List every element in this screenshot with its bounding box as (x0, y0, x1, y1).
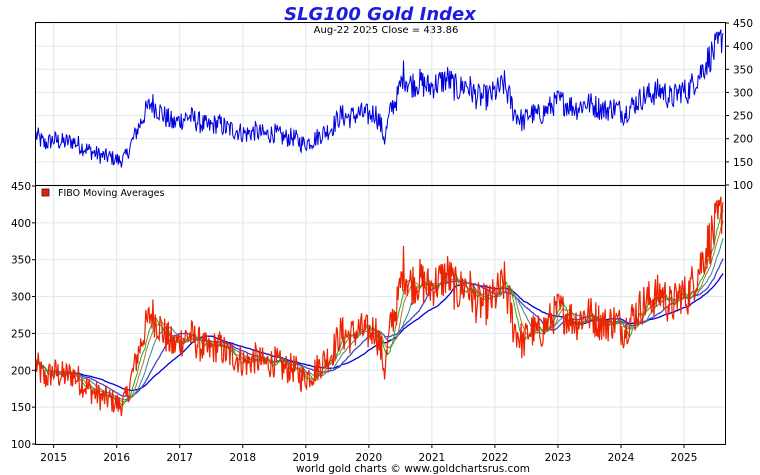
bottom-y-tick-label: 200 (11, 365, 31, 377)
top-y-tick-label: 300 (733, 87, 753, 99)
top-y-tick-label: 250 (733, 111, 753, 123)
bottom-grid (36, 185, 725, 445)
chart-title: SLG100 Gold Index (284, 4, 477, 25)
top-y-tick-label: 350 (733, 64, 753, 76)
x-tick-label: 2024 (608, 452, 635, 464)
x-axis: 2015 2016 2017 2018 2019 2020 2021 2022 2023 2024… (40, 444, 697, 464)
x-tick-label: 2022 (482, 452, 509, 464)
x-tick-label: 2015 (40, 452, 67, 464)
x-tick-label: 2023 (545, 452, 572, 464)
bottom-y-tick-label: 100 (11, 439, 31, 451)
top-panel: 100 150 200 250 300 350 400 450 (35, 18, 753, 192)
legend-label: FIBO Moving Averages (58, 188, 164, 199)
top-y-tick-label: 100 (733, 180, 753, 192)
x-tick-label: 2021 (419, 452, 446, 464)
top-series-group (35, 29, 724, 168)
top-grid (36, 22, 725, 186)
bottom-y-tick-label: 400 (11, 218, 31, 230)
top-y-tick-label: 400 (733, 41, 753, 53)
bottom-series-group (35, 196, 724, 417)
bottom-y-tick-label: 350 (11, 255, 31, 267)
bottom-price-line (35, 196, 724, 417)
top-y-tick-label: 150 (733, 157, 753, 169)
bottom-y-tick-label: 150 (11, 402, 31, 414)
x-tick-label: 2025 (671, 452, 698, 464)
top-panel-frame (35, 22, 726, 186)
x-tick-label: 2016 (103, 452, 130, 464)
bottom-panel: 100 150 200 250 300 350 400 450 FIBO Moving Ave… (11, 181, 726, 451)
bottom-panel-frame (35, 185, 726, 445)
x-tick-label: 2018 (229, 452, 256, 464)
top-price-line (35, 29, 724, 168)
legend-swatch (41, 188, 50, 197)
x-tick-label: 2017 (166, 452, 193, 464)
bottom-y-tick-label: 450 (11, 181, 31, 193)
footer-credit: world gold charts © www.goldchartsrus.co… (296, 463, 530, 475)
chart-subtitle: Aug-22 2025 Close = 433.86 (314, 25, 459, 36)
bottom-y-tick-label: 250 (11, 328, 31, 340)
bottom-y-axis: 100 150 200 250 300 350 400 450 (11, 181, 36, 451)
x-tick-label: 2019 (292, 452, 319, 464)
bottom-y-tick-label: 300 (11, 292, 31, 304)
top-y-tick-label: 450 (733, 18, 753, 30)
x-tick-label: 2020 (355, 452, 382, 464)
top-y-tick-label: 200 (733, 134, 753, 146)
top-y-axis: 100 150 200 250 300 350 400 450 (725, 18, 753, 192)
